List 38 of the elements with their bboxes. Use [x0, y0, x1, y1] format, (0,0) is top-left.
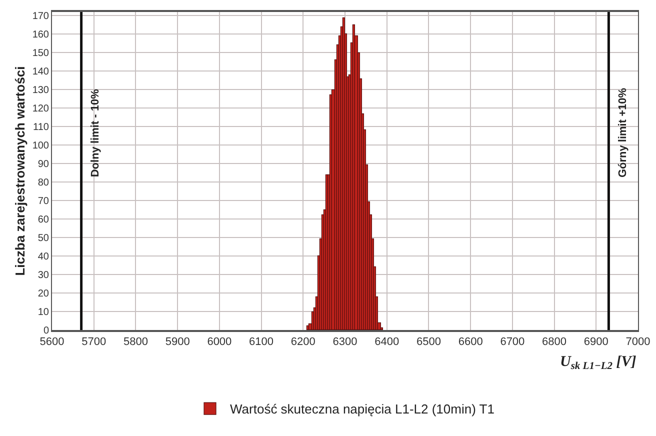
- ref-line-label: Górny limit +10%: [616, 88, 629, 178]
- x-tick-label: 6700: [500, 336, 525, 348]
- y-tick-label: 150: [32, 48, 50, 60]
- x-tick-label: 5800: [123, 336, 148, 348]
- y-tick-label: 140: [32, 66, 50, 78]
- y-tick-label: 120: [32, 104, 50, 115]
- y-tick-label: 90: [38, 159, 50, 170]
- x-tick-label: 6200: [290, 336, 316, 348]
- legend-label: Wartość skuteczna napięcia L1-L2 (10min) T1: [230, 402, 494, 417]
- y-tick-label: 110: [33, 122, 50, 134]
- y-tick-label: 0: [43, 326, 50, 336]
- y-tick-label: 10: [38, 307, 50, 318]
- x-tick-label: 6400: [374, 336, 400, 348]
- y-tick-label: 70: [38, 196, 50, 208]
- x-tick-label: 6000: [207, 336, 232, 348]
- y-tick-label: 80: [38, 178, 50, 189]
- x-tick-label: 5900: [165, 336, 190, 348]
- x-tick-label: 6100: [249, 336, 274, 348]
- y-tick-label: 60: [38, 214, 50, 226]
- ref-line-label: Dolny limit - 10%: [89, 88, 102, 178]
- y-tick-label: 20: [38, 288, 50, 300]
- y-tick-label: 160: [32, 30, 50, 41]
- x-tick-label: 6300: [332, 336, 358, 348]
- y-tick-label: 50: [38, 233, 50, 244]
- y-axis-title: Liczba zarejestrowanych wartości: [12, 66, 28, 276]
- y-tick-label: 100: [32, 140, 50, 152]
- x-tick-label: 5700: [82, 336, 106, 348]
- x-axis-title: U$_{sk L1−L2}$ [V]: [560, 354, 636, 372]
- x-tick-label: 6600: [458, 336, 483, 348]
- x-tick-label: 7000: [626, 336, 650, 348]
- x-tick-label: 6900: [584, 336, 608, 348]
- x-tick-label: 6500: [416, 336, 441, 348]
- y-tick-label: 30: [38, 270, 50, 282]
- x-tick-label: 5600: [40, 336, 64, 348]
- x-tick-label: 6800: [542, 336, 567, 348]
- y-tick-label: 40: [38, 252, 50, 263]
- y-tick-label: 130: [32, 85, 50, 96]
- y-tick-label: 170: [32, 11, 50, 22]
